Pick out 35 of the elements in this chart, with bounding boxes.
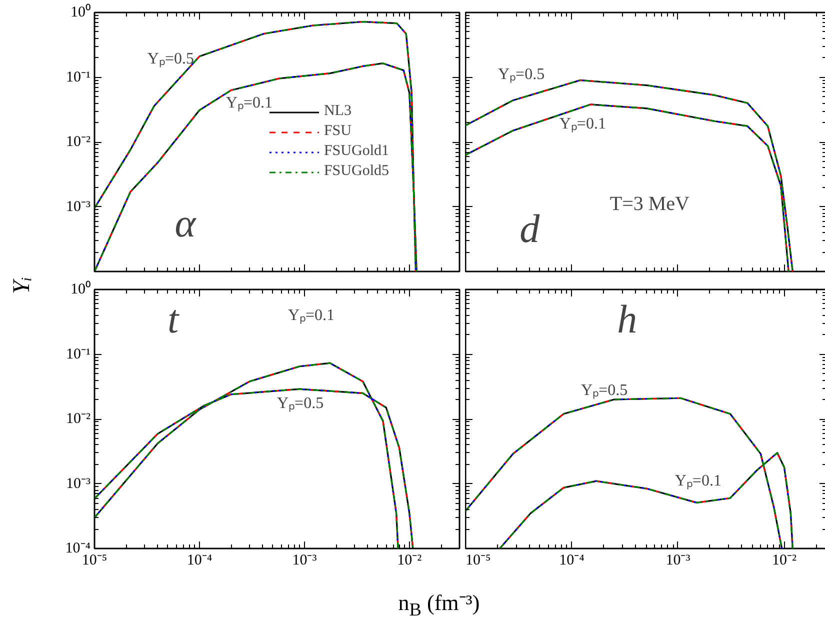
annotation: Yₚ=0.1: [559, 115, 606, 132]
text: d: [520, 206, 541, 251]
x-tick-label: 10⁻³: [292, 552, 318, 568]
y-tick-label: 10⁰: [70, 4, 90, 20]
x-tick-label: 10⁻⁴: [559, 552, 584, 568]
chart-title: h: [617, 296, 638, 342]
chart-title: t: [168, 296, 180, 342]
x-tick-label: 10⁻²: [772, 552, 797, 568]
annotation: Yₚ=0.5: [581, 382, 628, 400]
text: α: [174, 200, 197, 246]
x-tick-label: 10⁻⁵: [82, 552, 108, 568]
x-tick-label: 10⁻²: [397, 552, 422, 568]
y-tick-label: 10⁻³: [66, 198, 92, 215]
legend-label: FSUGold1: [324, 143, 389, 160]
annotation: Yₚ=0.1: [226, 94, 272, 112]
y-tick-label: 10⁻¹: [66, 69, 91, 86]
x-tick-label: 10⁻⁴: [186, 552, 212, 568]
annotation: Yₚ=0.5: [498, 66, 545, 84]
y-axis-title: Yᵢ: [8, 276, 36, 294]
annotation: Yₚ=0.5: [147, 50, 194, 68]
annotation: T=3 MeV: [610, 193, 690, 216]
annotation: Yₚ=0.1: [674, 472, 722, 490]
y-tick-label: 10⁻¹: [66, 346, 91, 362]
x-tick-label: 10⁻³: [666, 552, 691, 568]
x-tick-label: 10⁻⁵: [466, 552, 491, 568]
annotation: Yₚ=0.5: [277, 394, 324, 412]
y-tick-label: 10⁰: [70, 280, 90, 298]
y-tick-label: 10⁻²: [66, 411, 92, 427]
y-tick-label: 10⁻²: [66, 134, 92, 150]
annotation: Yₚ=0.1: [288, 306, 335, 324]
legend-label: FSUGold5: [324, 163, 389, 180]
legend-label: FSU: [324, 123, 352, 140]
legend-label: NL3: [324, 103, 352, 120]
x-axis-title: n$_{B}$ (fm⁻³): [398, 589, 480, 622]
y-tick-label: 10⁻³: [66, 476, 92, 492]
